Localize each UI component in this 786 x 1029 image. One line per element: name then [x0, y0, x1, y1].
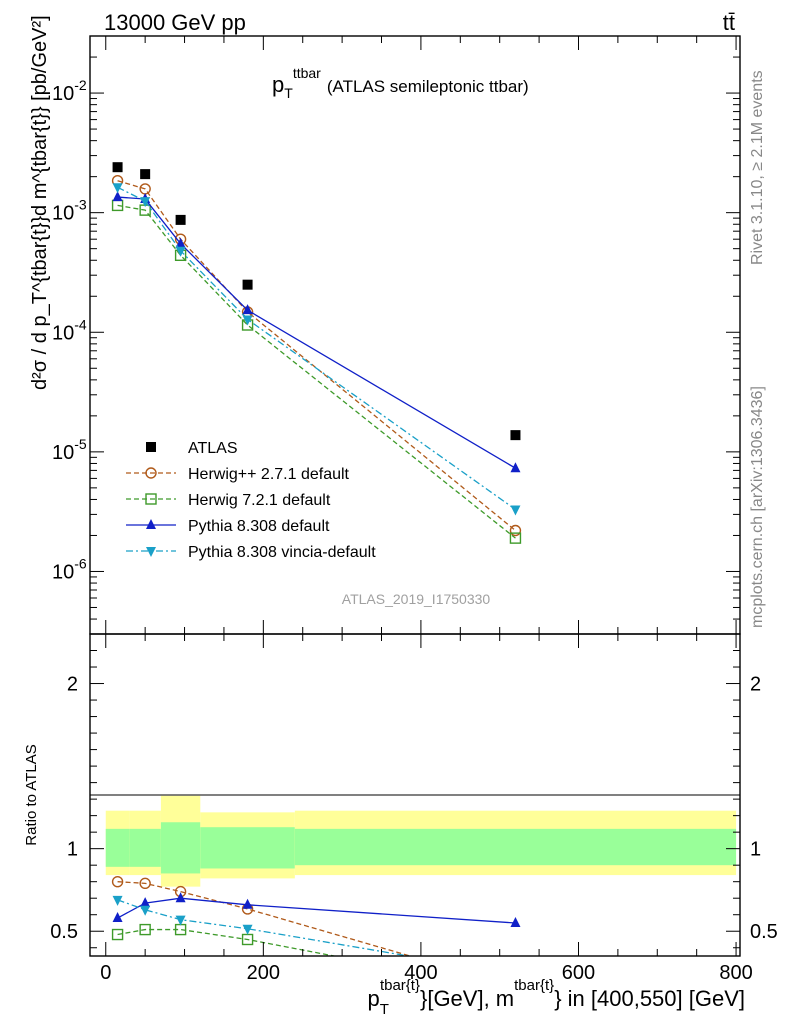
data-point — [111, 875, 124, 888]
ratio-series-herwig-7-2-1-default — [111, 923, 338, 956]
main-panel: 10-2 10-3 10-4 10-5 10-6 pTttbar(ATLAS semil… — [29, 15, 741, 635]
data-point — [139, 923, 151, 936]
ratio-y-tick-label-right: 0.5 — [750, 921, 778, 943]
data-point — [510, 430, 521, 441]
y-tick-label: 10-3 — [52, 197, 87, 225]
plot-title: pTttbar(ATLAS semileptonic ttbar) — [272, 65, 529, 101]
series-pythia-8-308-default — [112, 191, 521, 473]
data-point — [145, 493, 157, 505]
ratio-series-line — [117, 899, 413, 956]
legend-entry: Pythia 8.308 vincia-default — [126, 544, 376, 561]
ratio-y-tick-label: 1 — [67, 839, 78, 861]
ratio-frame — [89, 633, 741, 957]
ratio-y-axis-label: Ratio to ATLAS — [23, 744, 40, 845]
ratio-series-herwig-2-7-1-default — [111, 875, 413, 956]
data-point — [510, 505, 521, 516]
x-tick-label: 600 — [562, 962, 595, 984]
legend-entry: ATLAS — [146, 440, 238, 457]
band-inner — [200, 827, 295, 869]
x-tick-label: 0 — [100, 962, 111, 984]
data-point — [509, 524, 522, 537]
x-tick-label: 400 — [404, 962, 437, 984]
data-point — [112, 162, 123, 173]
ratio-series-line — [117, 928, 338, 956]
y-tick-label: 10-2 — [52, 77, 87, 105]
band-inner — [129, 828, 161, 867]
band-inner — [105, 828, 130, 867]
ratio-y-tick-label-right: 2 — [750, 674, 761, 696]
y-tick-label: 10-5 — [52, 436, 87, 464]
y-tick-label: 10-4 — [52, 316, 87, 344]
data-point — [510, 462, 521, 473]
data-point — [112, 895, 123, 906]
y-tick-label: 10-6 — [52, 555, 87, 583]
band-inner — [294, 828, 737, 866]
main-series-group — [111, 162, 522, 544]
data-point — [111, 928, 124, 941]
series-atlas — [112, 162, 521, 441]
ratio-y-tick-labels: 0.5 0.5 1 1 2 2 — [50, 674, 778, 944]
data-point — [112, 183, 123, 194]
data-point — [242, 304, 253, 315]
process-label: tt̄ — [723, 10, 735, 35]
x-tick-label: 200 — [247, 962, 280, 984]
ratio-axis-ticks — [90, 634, 740, 956]
legend-entry: Herwig 7.2.1 default — [126, 492, 331, 509]
data-point — [146, 547, 156, 557]
x-axis-label: pTtbar{t}}[GeV], mtbar{t}} in [400,550] … — [368, 977, 745, 1018]
data-point — [140, 169, 151, 180]
data-point — [175, 237, 186, 248]
series-pythia-8-308-vincia-default — [112, 183, 521, 516]
energy-label: 13000 GeV pp — [104, 10, 246, 35]
data-point — [242, 315, 253, 326]
data-point — [509, 532, 522, 544]
legend: ATLAS Herwig++ 2.7.1 default Herwig 7.2.1 … — [126, 440, 376, 561]
main-y-tick-labels: 10-2 10-3 10-4 10-5 10-6 — [52, 77, 87, 583]
x-tick-label: 800 — [719, 962, 752, 984]
data-point — [175, 246, 186, 257]
ratio-y-tick-label: 2 — [67, 674, 78, 696]
data-point — [140, 897, 151, 908]
ratio-series-pythia-8-308-default — [112, 892, 521, 927]
main-axis-ticks — [90, 35, 740, 635]
data-point — [175, 915, 186, 926]
legend-label: Herwig 7.2.1 default — [188, 492, 331, 509]
mcplots-label: mcplots.cern.ch [arXiv:1306.3436] — [749, 386, 766, 628]
ratio-y-tick-label: 0.5 — [50, 921, 78, 943]
data-point — [140, 197, 151, 208]
data-point — [139, 877, 151, 890]
legend-entry: Pythia 8.308 default — [126, 518, 330, 535]
legend-label: Pythia 8.308 default — [188, 518, 330, 535]
analysis-watermark: ATLAS_2019_I1750330 — [342, 591, 491, 607]
data-point — [242, 898, 253, 909]
band-inner — [160, 822, 201, 874]
data-point — [175, 214, 186, 225]
ratio-y-tick-label-right: 1 — [750, 839, 761, 861]
data-point — [242, 924, 253, 935]
legend-label: Pythia 8.308 vincia-default — [188, 544, 376, 561]
legend-entry: Herwig++ 2.7.1 default — [126, 466, 350, 483]
ratio-x-tick-labels: 0 200 400 600 800 — [100, 962, 753, 984]
data-point — [146, 442, 156, 452]
series-line — [117, 196, 516, 469]
legend-label: Herwig++ 2.7.1 default — [188, 466, 350, 483]
ratio-panel: 0.5 0.51 12 2 0 200 400 600 800 Ratio to ATLAS … — [23, 633, 778, 1018]
data-point — [112, 912, 123, 923]
ratio-uncertainty-bands — [105, 795, 737, 887]
series-line — [117, 204, 516, 539]
ratio-series-pythia-8-308-vincia-default — [112, 895, 413, 956]
data-point — [140, 905, 151, 916]
ratio-series-line — [117, 881, 413, 956]
data-point — [112, 191, 123, 202]
data-point — [510, 916, 521, 927]
data-point — [242, 279, 253, 290]
data-point — [145, 467, 157, 479]
rivet-label: Rivet 3.1.10, ≥ 2.1M events — [749, 70, 766, 265]
data-point — [146, 519, 156, 529]
ratio-series-group — [111, 875, 521, 956]
data-point — [175, 892, 186, 903]
main-y-axis-label: d²σ / d p_T^{tbar{t}}d m^{tbar{t}} [pb/G… — [29, 15, 51, 390]
legend-label: ATLAS — [188, 440, 238, 457]
